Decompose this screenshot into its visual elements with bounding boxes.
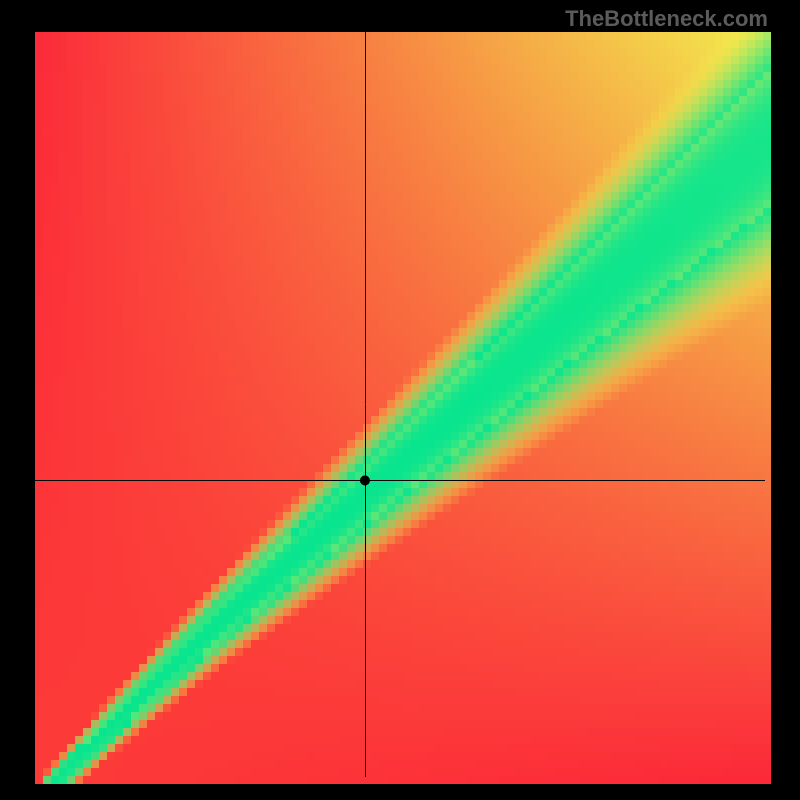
watermark-text: TheBottleneck.com [565,6,768,32]
bottleneck-heatmap [0,0,800,800]
